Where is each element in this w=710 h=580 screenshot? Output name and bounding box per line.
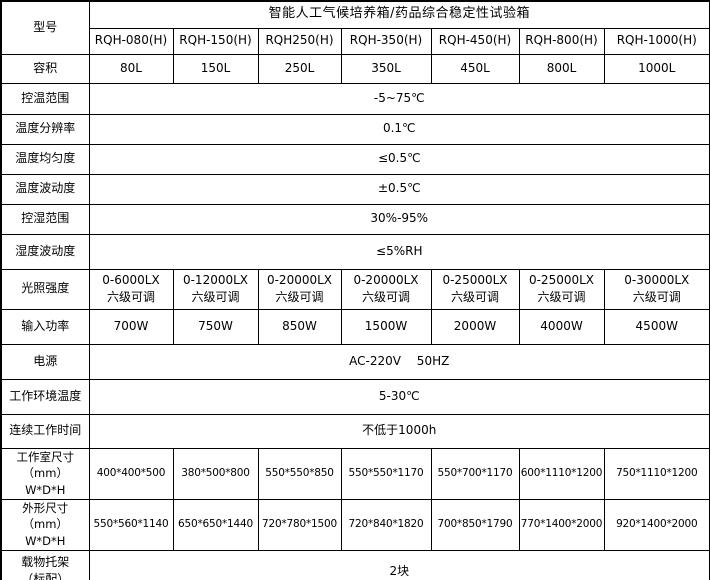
row-label-volume: 容积 bbox=[0, 53, 90, 84]
table-row-volume: 容积 80L 150L 250L 350L 450L 800L 1000L bbox=[0, 53, 710, 84]
spec-value: 0-20000LX 六级可调 bbox=[257, 268, 342, 310]
table-title: 智能人工气候培养箱/药品综合稳定性试验箱 bbox=[88, 0, 710, 29]
spec-value: 650*650*1440 bbox=[172, 498, 259, 551]
spec-value: 770*1400*2000 bbox=[518, 498, 605, 551]
spec-value: 2000W bbox=[430, 308, 520, 345]
row-label-temp-uniformity: 温度均匀度 bbox=[0, 143, 90, 175]
spec-value: 不低于1000h bbox=[88, 413, 710, 449]
spec-value: -5~75℃ bbox=[88, 82, 710, 115]
model-name: RQH250(H) bbox=[257, 27, 342, 55]
row-label-temp-fluctuation: 温度波动度 bbox=[0, 173, 90, 205]
table-row-temp-resolution: 温度分辨率 0.1℃ bbox=[0, 113, 710, 145]
row-label-input-power: 输入功率 bbox=[0, 308, 90, 345]
spec-value: ≤5%RH bbox=[88, 233, 710, 270]
spec-value: 4500W bbox=[603, 308, 710, 345]
row-label-temp-range: 控温范围 bbox=[0, 82, 90, 115]
spec-value: 450L bbox=[430, 53, 520, 84]
spec-value: 0-30000LX 六级可调 bbox=[603, 268, 710, 310]
table-row-ambient-temp: 工作环境温度 5-30℃ bbox=[0, 378, 710, 415]
table-row-tray: 载物托架 （标配） 2块 bbox=[0, 549, 710, 580]
spec-value: AC-220V 50HZ bbox=[88, 343, 710, 380]
spec-value: 30%-95% bbox=[88, 203, 710, 235]
table-row-continuous-working-time: 连续工作时间 不低于1000h bbox=[0, 413, 710, 449]
table-row-temp-range: 控温范围 -5~75℃ bbox=[0, 82, 710, 115]
spec-value: 2块 bbox=[88, 549, 710, 580]
spec-value: ≤0.5℃ bbox=[88, 143, 710, 175]
table-row-overall-size: 外形尺寸 （mm）W*D*H 550*560*1140 650*650*1440… bbox=[0, 498, 710, 551]
spec-value: 400*400*500 bbox=[88, 447, 174, 500]
model-name: RQH-080(H) bbox=[88, 27, 174, 55]
spec-value: 0.1℃ bbox=[88, 113, 710, 145]
model-name: RQH-150(H) bbox=[172, 27, 259, 55]
spec-value: 5-30℃ bbox=[88, 378, 710, 415]
row-label-power-supply: 电源 bbox=[0, 343, 90, 380]
spec-value: 750W bbox=[172, 308, 259, 345]
spec-value: ±0.5℃ bbox=[88, 173, 710, 205]
spec-value: 700W bbox=[88, 308, 174, 345]
spec-value: 800L bbox=[518, 53, 605, 84]
row-label-chamber-size: 工作室尺寸 （mm）W*D*H bbox=[0, 447, 90, 500]
table-row: 型号 智能人工气候培养箱/药品综合稳定性试验箱 bbox=[0, 0, 710, 55]
spec-value: 150L bbox=[172, 53, 259, 84]
spec-value: 700*850*1790 bbox=[430, 498, 520, 551]
spec-value: 0-12000LX 六级可调 bbox=[172, 268, 259, 310]
spec-value: 750*1110*1200 bbox=[603, 447, 710, 500]
table-row-humidity-fluctuation: 湿度波动度 ≤5%RH bbox=[0, 233, 710, 270]
spec-value: 1000L bbox=[603, 53, 710, 84]
row-label-humidity-fluctuation: 湿度波动度 bbox=[0, 233, 90, 270]
table-row-chamber-size: 工作室尺寸 （mm）W*D*H 400*400*500 380*500*800 … bbox=[0, 447, 710, 500]
spec-value: 550*560*1140 bbox=[88, 498, 174, 551]
table-row-temp-fluctuation: 温度波动度 ±0.5℃ bbox=[0, 173, 710, 205]
spec-value: 720*780*1500 bbox=[257, 498, 342, 551]
spec-value: 550*550*850 bbox=[257, 447, 342, 500]
row-label-overall-size: 外形尺寸 （mm）W*D*H bbox=[0, 498, 90, 551]
row-label-light-intensity: 光照强度 bbox=[0, 268, 90, 310]
spec-value: 380*500*800 bbox=[172, 447, 259, 500]
spec-value: 250L bbox=[257, 53, 342, 84]
model-name: RQH-1000(H) bbox=[603, 27, 710, 55]
spec-value: 550*700*1170 bbox=[430, 447, 520, 500]
spec-value: 0-6000LX 六级可调 bbox=[88, 268, 174, 310]
spec-value: 720*840*1820 bbox=[340, 498, 432, 551]
spec-value: 550*550*1170 bbox=[340, 447, 432, 500]
row-label-ambient-temp: 工作环境温度 bbox=[0, 378, 90, 415]
table-row-models: RQH-080(H) RQH-150(H) RQH250(H) RQH-350(… bbox=[1, 27, 710, 55]
row-label-temp-resolution: 温度分辨率 bbox=[0, 113, 90, 145]
spec-value: 0-20000LX 六级可调 bbox=[340, 268, 432, 310]
table-row-power-supply: 电源 AC-220V 50HZ bbox=[0, 343, 710, 380]
spec-value: 350L bbox=[340, 53, 432, 84]
row-label-continuous-working-time: 连续工作时间 bbox=[0, 413, 90, 449]
model-header-label: 型号 bbox=[0, 0, 90, 55]
model-name: RQH-800(H) bbox=[518, 27, 605, 55]
spec-value: 920*1400*2000 bbox=[603, 498, 710, 551]
spec-value: 80L bbox=[88, 53, 174, 84]
spec-value: 1500W bbox=[340, 308, 432, 345]
model-name: RQH-350(H) bbox=[340, 27, 432, 55]
spec-value: 0-25000LX 六级可调 bbox=[518, 268, 605, 310]
spec-value: 0-25000LX 六级可调 bbox=[430, 268, 520, 310]
table-row-light-intensity: 光照强度 0-6000LX 六级可调 0-12000LX 六级可调 0-2000… bbox=[0, 268, 710, 310]
model-name: RQH-450(H) bbox=[430, 27, 520, 55]
spec-value: 600*1110*1200 bbox=[518, 447, 605, 500]
table-row-humidity-range: 控湿范围 30%-95% bbox=[0, 203, 710, 235]
table-row-input-power: 输入功率 700W 750W 850W 1500W 2000W 4000W 45… bbox=[0, 308, 710, 345]
table-row-temp-uniformity: 温度均匀度 ≤0.5℃ bbox=[0, 143, 710, 175]
row-label-humidity-range: 控湿范围 bbox=[0, 203, 90, 235]
spec-value: 4000W bbox=[518, 308, 605, 345]
spec-value: 850W bbox=[257, 308, 342, 345]
row-label-tray: 载物托架 （标配） bbox=[0, 549, 90, 580]
